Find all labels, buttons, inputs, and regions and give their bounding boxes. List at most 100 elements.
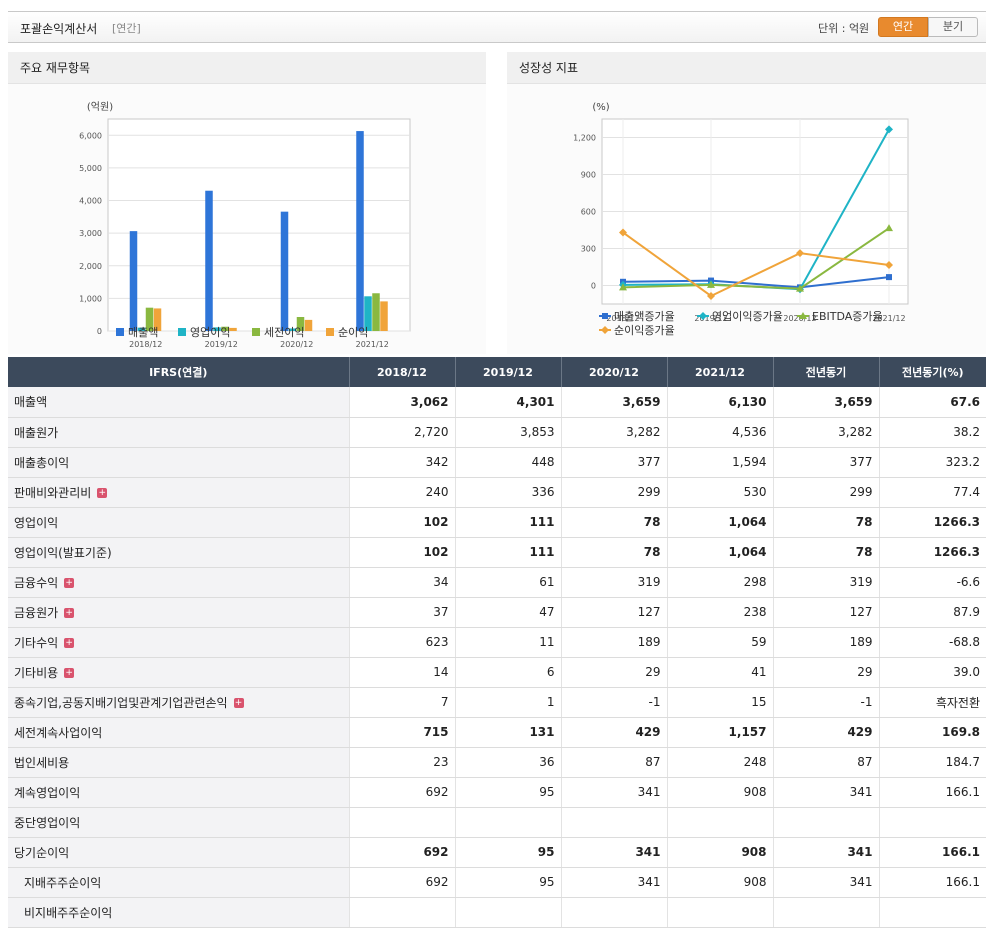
- table-row: 기타수익 +623 11 189 59 189 -68.8: [8, 627, 986, 658]
- table-cell: 298: [667, 567, 774, 598]
- bar-매출액: [129, 231, 138, 331]
- line-매출액증가율: [622, 276, 890, 289]
- row-label: 종속기업,공동지배기업및관계기업관련손익 +: [8, 687, 350, 718]
- bar-순이익: [380, 301, 388, 331]
- row-label: 매출총이익: [8, 447, 350, 478]
- x-tick-label: 2018/12: [129, 340, 162, 349]
- table-header-row: IFRS(연결) 2018/12 2019/12 2020/12 2021/12 전년동기…: [8, 357, 986, 387]
- table-cell: 29: [773, 657, 880, 688]
- table-cell: [879, 897, 986, 928]
- key-items-title: 주요 재무항목: [8, 52, 486, 84]
- table-cell: 102: [349, 507, 456, 538]
- expand-plus-icon[interactable]: +: [233, 698, 244, 708]
- row-label: 기타비용 +: [8, 657, 350, 688]
- table-cell: 1,064: [667, 507, 774, 538]
- table-row: 판매비와관리비 +240 336 299 530 299 77.4: [8, 477, 986, 508]
- row-label-text: 매출원가: [14, 425, 59, 440]
- table-cell: 342: [349, 447, 456, 478]
- table-cell: -1: [561, 687, 668, 718]
- table-cell: 3,282: [561, 417, 668, 448]
- table-cell: 111: [455, 507, 562, 538]
- table-cell: 78: [561, 507, 668, 538]
- legend-label: EBITDA증가율: [812, 310, 883, 323]
- table-cell: 41: [667, 657, 774, 688]
- table-cell: 341: [561, 837, 668, 868]
- table-cell: 34: [349, 567, 456, 598]
- row-label: 판매비와관리비 +: [8, 477, 350, 508]
- expand-plus-icon[interactable]: +: [97, 488, 108, 498]
- table-cell: 908: [667, 777, 774, 808]
- table-cell: [773, 897, 880, 928]
- table-row: 매출원가 2,720 3,853 3,282 4,536 3,282 38.2: [8, 417, 986, 448]
- marker-triangle: [885, 224, 893, 232]
- row-label-text: 비지배주주순이익: [24, 905, 113, 920]
- row-label-text: 영업이익(발표기준): [14, 545, 112, 560]
- bar-순이익: [304, 319, 313, 331]
- y-tick-label: 1,200: [573, 134, 596, 143]
- table-cell: 323.2: [879, 447, 986, 478]
- table-cell: [561, 897, 668, 928]
- expand-plus-icon[interactable]: +: [64, 668, 75, 678]
- table-row: 매출액 3,062 4,301 3,659 6,130 3,659 67.6: [8, 387, 986, 418]
- unit-label: 단위 : 억원: [818, 22, 870, 35]
- legend-label: 순이익: [338, 326, 368, 339]
- expand-plus-icon[interactable]: +: [64, 638, 75, 648]
- legend-swatch: [252, 328, 260, 336]
- table-cell: 78: [773, 507, 880, 538]
- table-cell: 1266.3: [879, 537, 986, 568]
- table-cell: -1: [773, 687, 880, 718]
- table-cell: 429: [773, 717, 880, 748]
- growth-title: 성장성 지표: [507, 52, 986, 84]
- table-cell: 3,853: [455, 417, 562, 448]
- annual-toggle-button[interactable]: 연간: [878, 17, 928, 37]
- legend-label: 매출액증가율: [614, 310, 675, 323]
- row-label-text: 판매비와관리비: [14, 485, 92, 500]
- legend-swatch: [116, 328, 124, 336]
- y-tick-label: 1,000: [79, 294, 102, 303]
- table-cell: [667, 807, 774, 838]
- table-cell: 95: [455, 777, 562, 808]
- table-row: 세전계속사업이익 715 131 429 1,157 429 169.8: [8, 717, 986, 748]
- marker-square: [886, 274, 892, 281]
- table-cell: 23: [349, 747, 456, 778]
- table-cell: 377: [773, 447, 880, 478]
- y-tick-label: 900: [581, 171, 596, 180]
- table-cell: 1,594: [667, 447, 774, 478]
- y-axis-unit: (%): [592, 102, 609, 113]
- table-cell: 1,064: [667, 537, 774, 568]
- bar-세전이익: [372, 293, 380, 331]
- quarter-toggle-button[interactable]: 분기: [928, 17, 978, 37]
- header-period-6: 전년동기(%): [879, 357, 986, 387]
- y-tick-label: 600: [581, 208, 596, 217]
- table-cell: 908: [667, 837, 774, 868]
- row-label-text: 종속기업,공동지배기업및관계기업관련손익: [14, 695, 228, 710]
- expand-plus-icon[interactable]: +: [64, 578, 75, 588]
- table-cell: 77.4: [879, 477, 986, 508]
- table-cell: 238: [667, 597, 774, 628]
- row-label-text: 계속영업이익: [14, 785, 81, 800]
- table-row: 비지배주주순이익: [8, 897, 986, 928]
- table-cell: 166.1: [879, 837, 986, 868]
- header-period-2: 2019/12: [455, 357, 562, 387]
- row-label-text: 영업이익: [14, 515, 59, 530]
- legend-swatch: [326, 328, 334, 336]
- row-label: 영업이익: [8, 507, 350, 538]
- row-label-text: 당기순이익: [14, 845, 70, 860]
- table-cell: 429: [561, 717, 668, 748]
- statement-header: 포괄손익계산서 [연간] 단위 : 억원 연간 분기: [8, 11, 986, 43]
- table-cell: 299: [773, 477, 880, 508]
- table-cell: 189: [773, 627, 880, 658]
- x-tick-label: 2019/12: [205, 340, 238, 349]
- statement-title: 포괄손익계산서: [20, 22, 98, 36]
- table-cell: 341: [773, 777, 880, 808]
- expand-plus-icon[interactable]: +: [64, 608, 75, 618]
- table-cell: 448: [455, 447, 562, 478]
- bar-매출액: [205, 190, 213, 331]
- table-cell: 2,720: [349, 417, 456, 448]
- table-cell: 95: [455, 837, 562, 868]
- table-cell: 6: [455, 657, 562, 688]
- header-period-5: 전년동기: [773, 357, 880, 387]
- row-label: 세전계속사업이익: [8, 717, 350, 748]
- table-cell: 336: [455, 477, 562, 508]
- table-cell: 3,659: [773, 387, 880, 418]
